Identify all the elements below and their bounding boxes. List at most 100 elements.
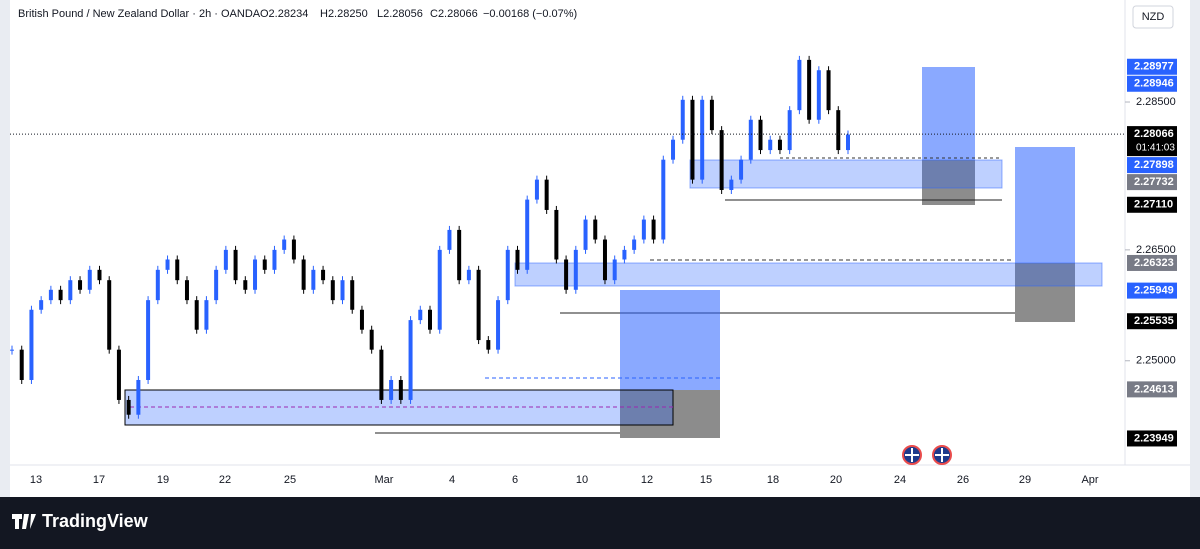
- zone: [514, 262, 1103, 287]
- x-tick-label: 12: [641, 474, 653, 486]
- candle: [826, 70, 831, 111]
- price-label-box: [1127, 313, 1177, 330]
- x-tick-label: 4: [449, 474, 455, 486]
- drawings: [124, 67, 1103, 438]
- price-label: 2.24613: [1134, 383, 1174, 395]
- candle: [466, 269, 471, 281]
- candle: [583, 219, 588, 250]
- candle: [690, 99, 695, 180]
- footer: [0, 497, 1200, 549]
- candle: [223, 249, 228, 270]
- candle: [136, 379, 141, 415]
- candle: [184, 280, 189, 301]
- x-tick-label: 20: [830, 474, 842, 486]
- price-label-box: [1127, 126, 1177, 157]
- candle: [194, 300, 199, 330]
- price-label-box: [1127, 174, 1177, 191]
- candle: [408, 320, 413, 400]
- price-label: 2.26323: [1134, 257, 1174, 269]
- price-label: 2.28066: [1134, 128, 1174, 140]
- candles: [10, 55, 850, 419]
- stop-box: [620, 390, 720, 438]
- ohlc-high: H2.28250: [320, 8, 368, 20]
- candle: [321, 269, 326, 281]
- candle: [175, 259, 180, 281]
- candle: [243, 280, 248, 290]
- candle: [739, 159, 744, 180]
- x-tick-label: Apr: [1081, 474, 1098, 486]
- candle: [214, 269, 219, 301]
- ohlc-change: −0.00168 (−0.07%): [483, 8, 577, 20]
- flag-cross: [905, 448, 919, 462]
- candle: [525, 199, 530, 270]
- ohlc-open: O2.28234: [260, 8, 308, 20]
- candle: [437, 249, 442, 330]
- candle: [272, 249, 277, 270]
- price-label: 2.25535: [1134, 315, 1174, 327]
- target-box: [620, 290, 720, 390]
- candle: [564, 259, 569, 290]
- candle: [807, 59, 812, 120]
- x-tick-label: Mar: [375, 474, 394, 486]
- candle: [262, 259, 267, 270]
- chart-panel: [10, 0, 1190, 497]
- price-label: 2.28946: [1134, 78, 1174, 90]
- candle: [554, 209, 559, 260]
- candle: [428, 309, 432, 330]
- candle: [797, 59, 802, 111]
- candle: [116, 349, 121, 400]
- price-label-box: [1127, 381, 1177, 398]
- candle: [87, 269, 92, 290]
- symbol-title: British Pound / New Zealand Dollar · 2h …: [18, 8, 261, 20]
- countdown: 01:41:03: [1136, 143, 1175, 154]
- candle: [340, 280, 345, 301]
- candle: [515, 249, 520, 270]
- candle: [816, 70, 821, 120]
- x-tick-label: 18: [767, 474, 779, 486]
- candle: [748, 119, 753, 160]
- candle: [165, 259, 170, 270]
- candle: [389, 379, 394, 400]
- stop-box: [922, 160, 975, 205]
- candle: [661, 159, 666, 240]
- candle: [126, 399, 131, 415]
- candle: [291, 239, 296, 260]
- candle: [612, 259, 617, 281]
- candle: [476, 269, 481, 341]
- candle: [496, 300, 501, 350]
- price-label: 2.27898: [1134, 159, 1174, 171]
- price-label-box: [1127, 254, 1177, 271]
- candle: [729, 179, 734, 190]
- stop-box: [1015, 263, 1075, 322]
- candle: [680, 99, 685, 140]
- candle: [447, 229, 452, 250]
- x-tick-label: 25: [284, 474, 296, 486]
- candle: [709, 99, 714, 131]
- candle: [544, 179, 549, 210]
- candle: [10, 349, 14, 351]
- candle: [39, 300, 44, 310]
- candle: [846, 134, 850, 151]
- target-box: [922, 67, 975, 160]
- candle: [700, 99, 705, 180]
- brand-logo: [12, 514, 36, 529]
- candle: [282, 239, 287, 250]
- candle: [777, 139, 782, 151]
- candle: [418, 309, 423, 321]
- candle: [29, 309, 34, 380]
- price-label-box: [1127, 282, 1177, 299]
- candle: [204, 300, 209, 330]
- price-label-box: [1127, 75, 1177, 92]
- event-icons: [902, 445, 952, 465]
- candle: [719, 130, 724, 190]
- brand: TradingView: [42, 511, 149, 531]
- candle: [622, 249, 627, 260]
- candle: [58, 289, 63, 301]
- candle: [369, 329, 374, 350]
- candle: [534, 179, 539, 200]
- price-label: 2.25949: [1134, 285, 1174, 297]
- price-label-box: [1127, 58, 1177, 75]
- currency-button[interactable]: [1132, 5, 1174, 29]
